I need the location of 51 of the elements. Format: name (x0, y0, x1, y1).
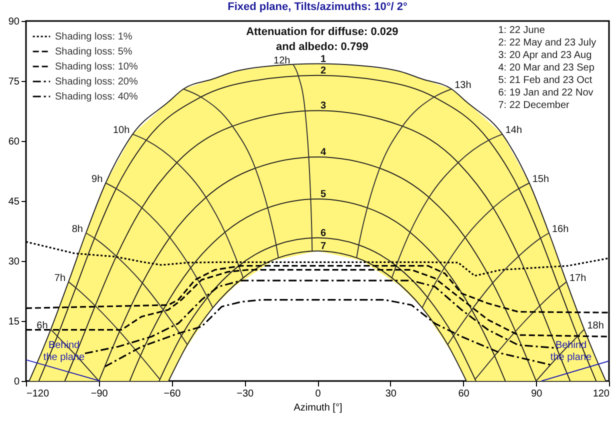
x-tick-label: −90 (90, 388, 108, 400)
series-label: 1 (320, 54, 326, 65)
series-label: 5 (320, 189, 326, 200)
x-tick-label: −60 (164, 388, 182, 400)
legend-label: Shading loss: 5% (55, 46, 132, 58)
legend-label: Shading loss: 40% (55, 92, 138, 102)
series-label: 4 (320, 147, 326, 158)
x-axis-title: Azimuth [°] (294, 402, 342, 414)
y-tick-label: 15 (8, 316, 20, 328)
annotation: 3: 20 Apr and 23 Aug (498, 50, 592, 61)
y-tick-label: 0 (14, 376, 20, 388)
legend-label: Shading loss: 1% (55, 32, 132, 42)
x-tick-label: −30 (236, 388, 254, 400)
series-label: 7 (320, 241, 326, 252)
series-label: 9h (92, 174, 103, 185)
chart-title: Fixed plane, Tilts/azimuths: 10°/ 2° (228, 1, 408, 13)
series-label: 15h (532, 174, 550, 185)
series-label: 14h (505, 125, 522, 136)
series-label: 10h (112, 125, 130, 136)
annotation: 1: 22 June (498, 25, 546, 36)
series-label: 6h (36, 320, 48, 332)
annotation: 4: 20 Mar and 23 Sep (498, 62, 595, 74)
annotation: and albedo: 0.799 (276, 41, 368, 53)
annotation: 5: 21 Feb and 23 Oct (498, 75, 592, 86)
series-label: 2 (320, 65, 326, 76)
y-tick-label: 90 (8, 16, 20, 28)
annotation: 6: 19 Jan and 22 Nov (498, 88, 594, 98)
series-label: 17h (569, 272, 586, 284)
legend-label: Shading loss: 10% (55, 62, 138, 72)
x-tick-label: 60 (458, 388, 470, 400)
y-tick-label: 60 (8, 136, 20, 148)
series-label: 18h (587, 320, 604, 332)
x-tick-label: 90 (531, 388, 543, 400)
y-tick-label: 75 (8, 76, 20, 88)
series-label: 6 (320, 228, 326, 239)
x-tick-label: 0 (315, 388, 322, 400)
x-tick-label: 120 (592, 388, 610, 400)
series-label: 13h (454, 80, 472, 91)
x-tick-label: 30 (385, 388, 397, 400)
y-tick-label: 30 (8, 256, 20, 268)
series-label: 16h (552, 224, 569, 235)
y-tick-label: 45 (8, 196, 20, 208)
legend-label: Shading loss: 20% (55, 76, 138, 88)
annotation: 2: 22 May and 23 July (498, 38, 596, 48)
series-label: 8h (72, 224, 83, 235)
annotation: Attenuation for diffuse: 0.029 (246, 26, 398, 38)
x-tick-label: −120 (26, 388, 50, 400)
series-label: 12h (274, 56, 290, 67)
series-label: 3 (320, 100, 326, 112)
annotation: 7: 22 December (498, 100, 570, 111)
series-label: 7h (54, 272, 66, 284)
